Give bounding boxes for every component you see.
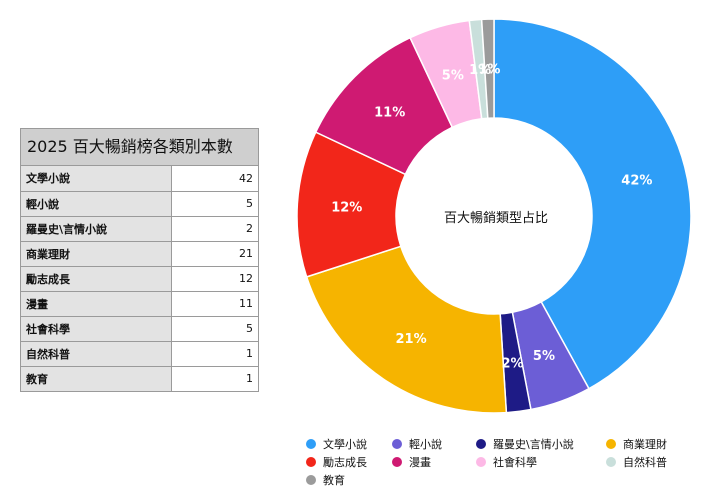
table-row: 商業理財 21 <box>21 240 258 266</box>
legend-item[interactable]: 羅曼史\言情小說 <box>476 436 606 451</box>
slice-label: 5% <box>533 349 555 364</box>
legend-swatch <box>392 456 402 467</box>
slice-label: 5% <box>442 68 464 83</box>
category-count-table: 2025 百大暢銷榜各類別本數 文學小說 42 輕小說 5 羅曼史\言情小說 2 商業理財 2… <box>20 128 259 392</box>
legend-label: 商業理財 <box>623 437 667 451</box>
legend-swatch <box>476 438 486 449</box>
legend-item[interactable]: 輕小說 <box>392 436 476 451</box>
category-cell: 商業理財 <box>21 240 172 266</box>
count-cell: 1 <box>171 340 258 366</box>
table-row: 自然科普 1 <box>21 340 258 366</box>
donut-slice <box>305 245 508 414</box>
slice-label: 1% <box>469 63 491 78</box>
legend-label: 羅曼史\言情小說 <box>493 437 574 451</box>
legend-label: 教育 <box>323 473 345 487</box>
legend-label: 自然科普 <box>623 455 667 469</box>
legend-item[interactable]: 文學小說 <box>306 436 392 451</box>
legend-swatch <box>392 438 402 449</box>
category-cell: 文學小說 <box>21 166 172 191</box>
legend-swatch <box>606 438 616 449</box>
category-cell: 羅曼史\言情小說 <box>21 215 172 241</box>
slice-label: 12% <box>331 201 362 216</box>
table-body: 文學小說 42 輕小說 5 羅曼史\言情小說 2 商業理財 21 勵志成長 12 漫畫 11 社會科學 5… <box>21 166 258 391</box>
count-cell: 12 <box>171 265 258 291</box>
legend-item[interactable]: 教育 <box>306 472 392 487</box>
category-cell: 漫畫 <box>21 290 172 316</box>
legend-label: 漫畫 <box>409 455 431 469</box>
legend-item[interactable]: 漫畫 <box>392 454 476 469</box>
legend-item[interactable]: 自然科普 <box>606 454 686 469</box>
category-cell: 勵志成長 <box>21 265 172 291</box>
legend-swatch <box>306 474 316 485</box>
slice-label: 42% <box>621 173 652 188</box>
count-cell: 5 <box>171 315 258 341</box>
donut-slice <box>493 18 692 390</box>
category-cell: 社會科學 <box>21 315 172 341</box>
legend-swatch <box>606 456 616 467</box>
slice-label: 11% <box>374 106 405 121</box>
legend-item[interactable]: 勵志成長 <box>306 454 392 469</box>
count-cell: 5 <box>171 190 258 216</box>
table-row: 文學小說 42 <box>21 166 258 191</box>
donut-slice <box>480 18 495 119</box>
legend-swatch <box>476 456 486 467</box>
legend-label: 文學小說 <box>323 437 367 451</box>
donut-slices <box>296 18 692 414</box>
legend-swatch <box>306 438 316 449</box>
legend-item[interactable]: 社會科學 <box>476 454 606 469</box>
category-cell: 輕小說 <box>21 190 172 216</box>
count-cell: 11 <box>171 290 258 316</box>
chart-legend: 文學小說 輕小說 羅曼史\言情小說 商業理財勵志成長 漫畫 社會科學 自然科普教育 <box>306 436 706 487</box>
table-row: 漫畫 11 <box>21 290 258 316</box>
count-cell: 42 <box>171 166 258 191</box>
legend-label: 輕小說 <box>409 437 442 451</box>
count-cell: 1 <box>171 365 258 391</box>
table-row: 教育 1 <box>21 365 258 391</box>
legend-swatch <box>306 456 316 467</box>
count-cell: 21 <box>171 240 258 266</box>
table-title: 2025 百大暢銷榜各類別本數 <box>21 129 258 166</box>
legend-label: 勵志成長 <box>323 455 367 469</box>
table-row: 輕小說 5 <box>21 190 258 216</box>
chart-title: 百大暢銷類型占比 <box>444 210 548 226</box>
table-row: 社會科學 5 <box>21 315 258 341</box>
count-cell: 2 <box>171 215 258 241</box>
table-row: 羅曼史\言情小說 2 <box>21 215 258 241</box>
slice-label: 2% <box>501 356 523 371</box>
slice-labels: 42% 5% 2% 21% 12% 11% 5% 1%1% <box>331 63 652 372</box>
legend-item[interactable]: 商業理財 <box>606 436 686 451</box>
slice-label: 1% <box>478 63 500 78</box>
table-row: 勵志成長 12 <box>21 265 258 291</box>
slice-label: 21% <box>396 332 427 347</box>
category-cell: 教育 <box>21 365 172 391</box>
legend-label: 社會科學 <box>493 455 537 469</box>
category-cell: 自然科普 <box>21 340 172 366</box>
